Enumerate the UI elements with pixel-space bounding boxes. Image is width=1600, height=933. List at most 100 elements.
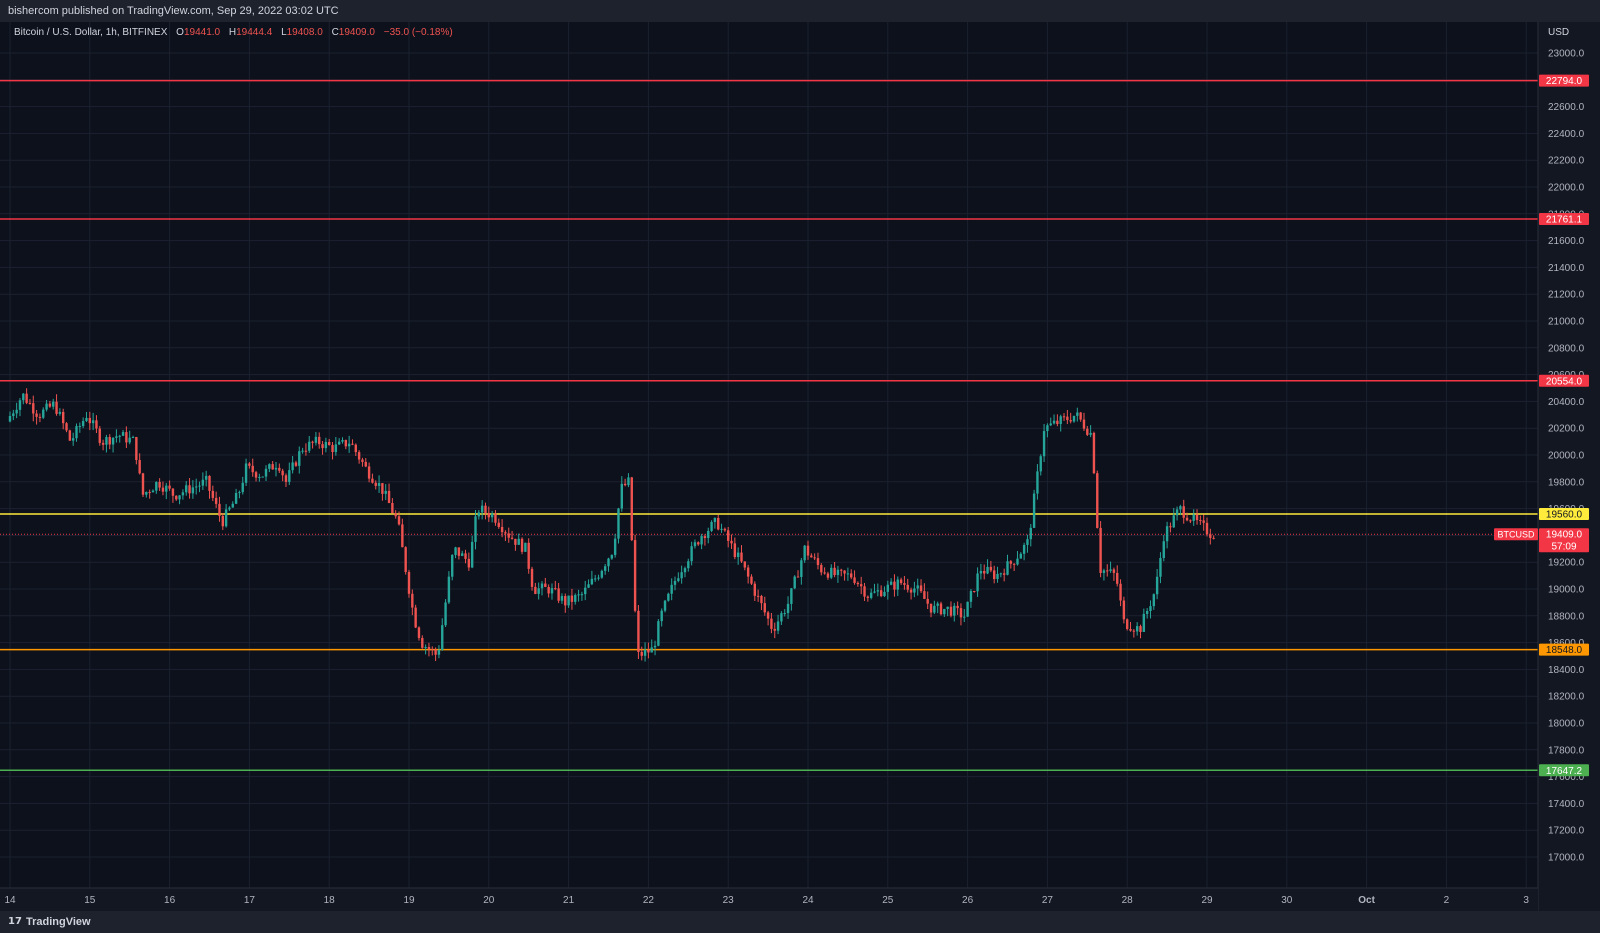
level-tag-bg bbox=[1539, 507, 1589, 520]
candle-body bbox=[530, 568, 534, 587]
candle-body bbox=[999, 573, 1003, 575]
price-tick-label: 18800.0 bbox=[1548, 611, 1585, 622]
candle-body bbox=[1152, 594, 1155, 607]
candle-body bbox=[88, 417, 91, 424]
candle-body bbox=[231, 503, 234, 508]
candle-body bbox=[554, 588, 557, 590]
candle-body bbox=[1079, 412, 1082, 420]
candle-body bbox=[145, 491, 148, 495]
legend-change: −35.0 (−0.18%) bbox=[384, 27, 453, 38]
level-tag-label: 20554.0 bbox=[1546, 376, 1583, 387]
candle-body bbox=[1122, 600, 1126, 620]
candle-body bbox=[760, 595, 763, 604]
candle-body bbox=[224, 509, 228, 527]
price-tick-label: 17000.0 bbox=[1548, 853, 1585, 864]
candle-body bbox=[560, 596, 564, 601]
candle-body bbox=[1165, 526, 1169, 542]
time-tick-labels: 14 15 16 17 18 19 20 21 22 23 24 25 26 27 28 29 30 Oct 2 3 bbox=[4, 895, 1529, 906]
candle-body bbox=[1036, 471, 1039, 494]
candle-body bbox=[281, 470, 284, 476]
candle-body bbox=[537, 588, 540, 594]
symbol-tag-bg bbox=[1494, 528, 1538, 541]
candle-body bbox=[155, 481, 158, 491]
candle-body bbox=[933, 605, 936, 613]
candle-body bbox=[680, 572, 683, 579]
price-tick-label: 20800.0 bbox=[1548, 343, 1585, 354]
price-tick-label: 21400.0 bbox=[1548, 263, 1585, 274]
candle-body bbox=[318, 436, 321, 445]
candle-body bbox=[564, 596, 567, 606]
candle-body bbox=[873, 591, 876, 593]
candle-body bbox=[1119, 583, 1122, 601]
candle-body bbox=[311, 441, 314, 443]
time-tick-label: Oct bbox=[1358, 895, 1375, 906]
candle-body bbox=[1142, 613, 1146, 632]
candle-body bbox=[756, 595, 760, 597]
candle-body bbox=[1016, 558, 1019, 565]
time-axis-bg bbox=[0, 888, 1538, 911]
price-chart[interactable]: USD Bitcoin / U.S. Dollar, 1h, BITFINEX … bbox=[0, 22, 1600, 911]
candle-body bbox=[274, 467, 278, 470]
candle-body bbox=[394, 513, 397, 517]
candle-body bbox=[477, 512, 481, 517]
candle-body bbox=[736, 552, 740, 557]
candle-body bbox=[996, 573, 999, 580]
candle-body bbox=[185, 485, 188, 493]
price-tick-label: 17600.0 bbox=[1548, 772, 1585, 783]
candle-body bbox=[331, 445, 334, 453]
level-tag-bg bbox=[1539, 643, 1589, 656]
candle-body bbox=[328, 442, 331, 446]
chart-area[interactable]: USD Bitcoin / U.S. Dollar, 1h, BITFINEX … bbox=[0, 22, 1600, 911]
price-tick-label: 22600.0 bbox=[1548, 102, 1585, 113]
candle-body bbox=[308, 441, 311, 451]
time-tick-label: 28 bbox=[1122, 895, 1134, 906]
candle-body bbox=[869, 592, 873, 598]
candle-body bbox=[361, 459, 364, 462]
price-tick-label: 17800.0 bbox=[1548, 745, 1585, 756]
candle-body bbox=[78, 426, 82, 428]
candle-body bbox=[52, 401, 55, 407]
candle-body bbox=[1102, 570, 1106, 573]
candle-body bbox=[923, 591, 926, 599]
candle-body bbox=[434, 649, 437, 655]
price-tick-label: 18200.0 bbox=[1548, 692, 1585, 703]
candle-body bbox=[786, 603, 790, 614]
candle-body bbox=[816, 558, 820, 566]
candle-body bbox=[813, 557, 816, 559]
candle-body bbox=[896, 579, 899, 590]
published-banner: bishercom published on TradingView.com, … bbox=[0, 0, 1600, 22]
candle-body bbox=[108, 437, 111, 445]
candle-body bbox=[470, 541, 474, 568]
candle-body bbox=[1082, 419, 1086, 429]
candle-body bbox=[268, 464, 271, 469]
candle-body bbox=[1029, 527, 1032, 540]
candle-body bbox=[75, 426, 78, 439]
price-tick-label: 21600.0 bbox=[1548, 236, 1585, 247]
candle-body bbox=[351, 443, 354, 445]
candle-body bbox=[1139, 626, 1142, 632]
candle-body bbox=[750, 576, 753, 584]
currency-label: USD bbox=[1548, 27, 1569, 38]
candle-body bbox=[1169, 526, 1172, 528]
candle-body bbox=[444, 602, 447, 626]
time-tick-label: 17 bbox=[244, 895, 256, 906]
candle-body bbox=[936, 603, 939, 606]
candle-body bbox=[1042, 431, 1046, 457]
candle-body bbox=[893, 581, 896, 590]
candle-body bbox=[690, 546, 693, 562]
candle-body bbox=[91, 420, 95, 424]
candle-body bbox=[151, 490, 155, 493]
candle-body bbox=[623, 483, 627, 486]
candle-body bbox=[707, 530, 710, 539]
candle-body bbox=[993, 570, 996, 580]
level-tag-label: 21761.1 bbox=[1546, 215, 1583, 226]
candle-body bbox=[557, 588, 560, 601]
candle-body bbox=[135, 437, 138, 461]
candle-body bbox=[45, 403, 48, 410]
candle-body bbox=[118, 435, 121, 437]
candle-body bbox=[1209, 534, 1212, 538]
candle-body bbox=[876, 590, 880, 592]
candle-body bbox=[131, 437, 135, 439]
price-tick-label: 21200.0 bbox=[1548, 290, 1585, 301]
candle-body bbox=[191, 487, 195, 494]
